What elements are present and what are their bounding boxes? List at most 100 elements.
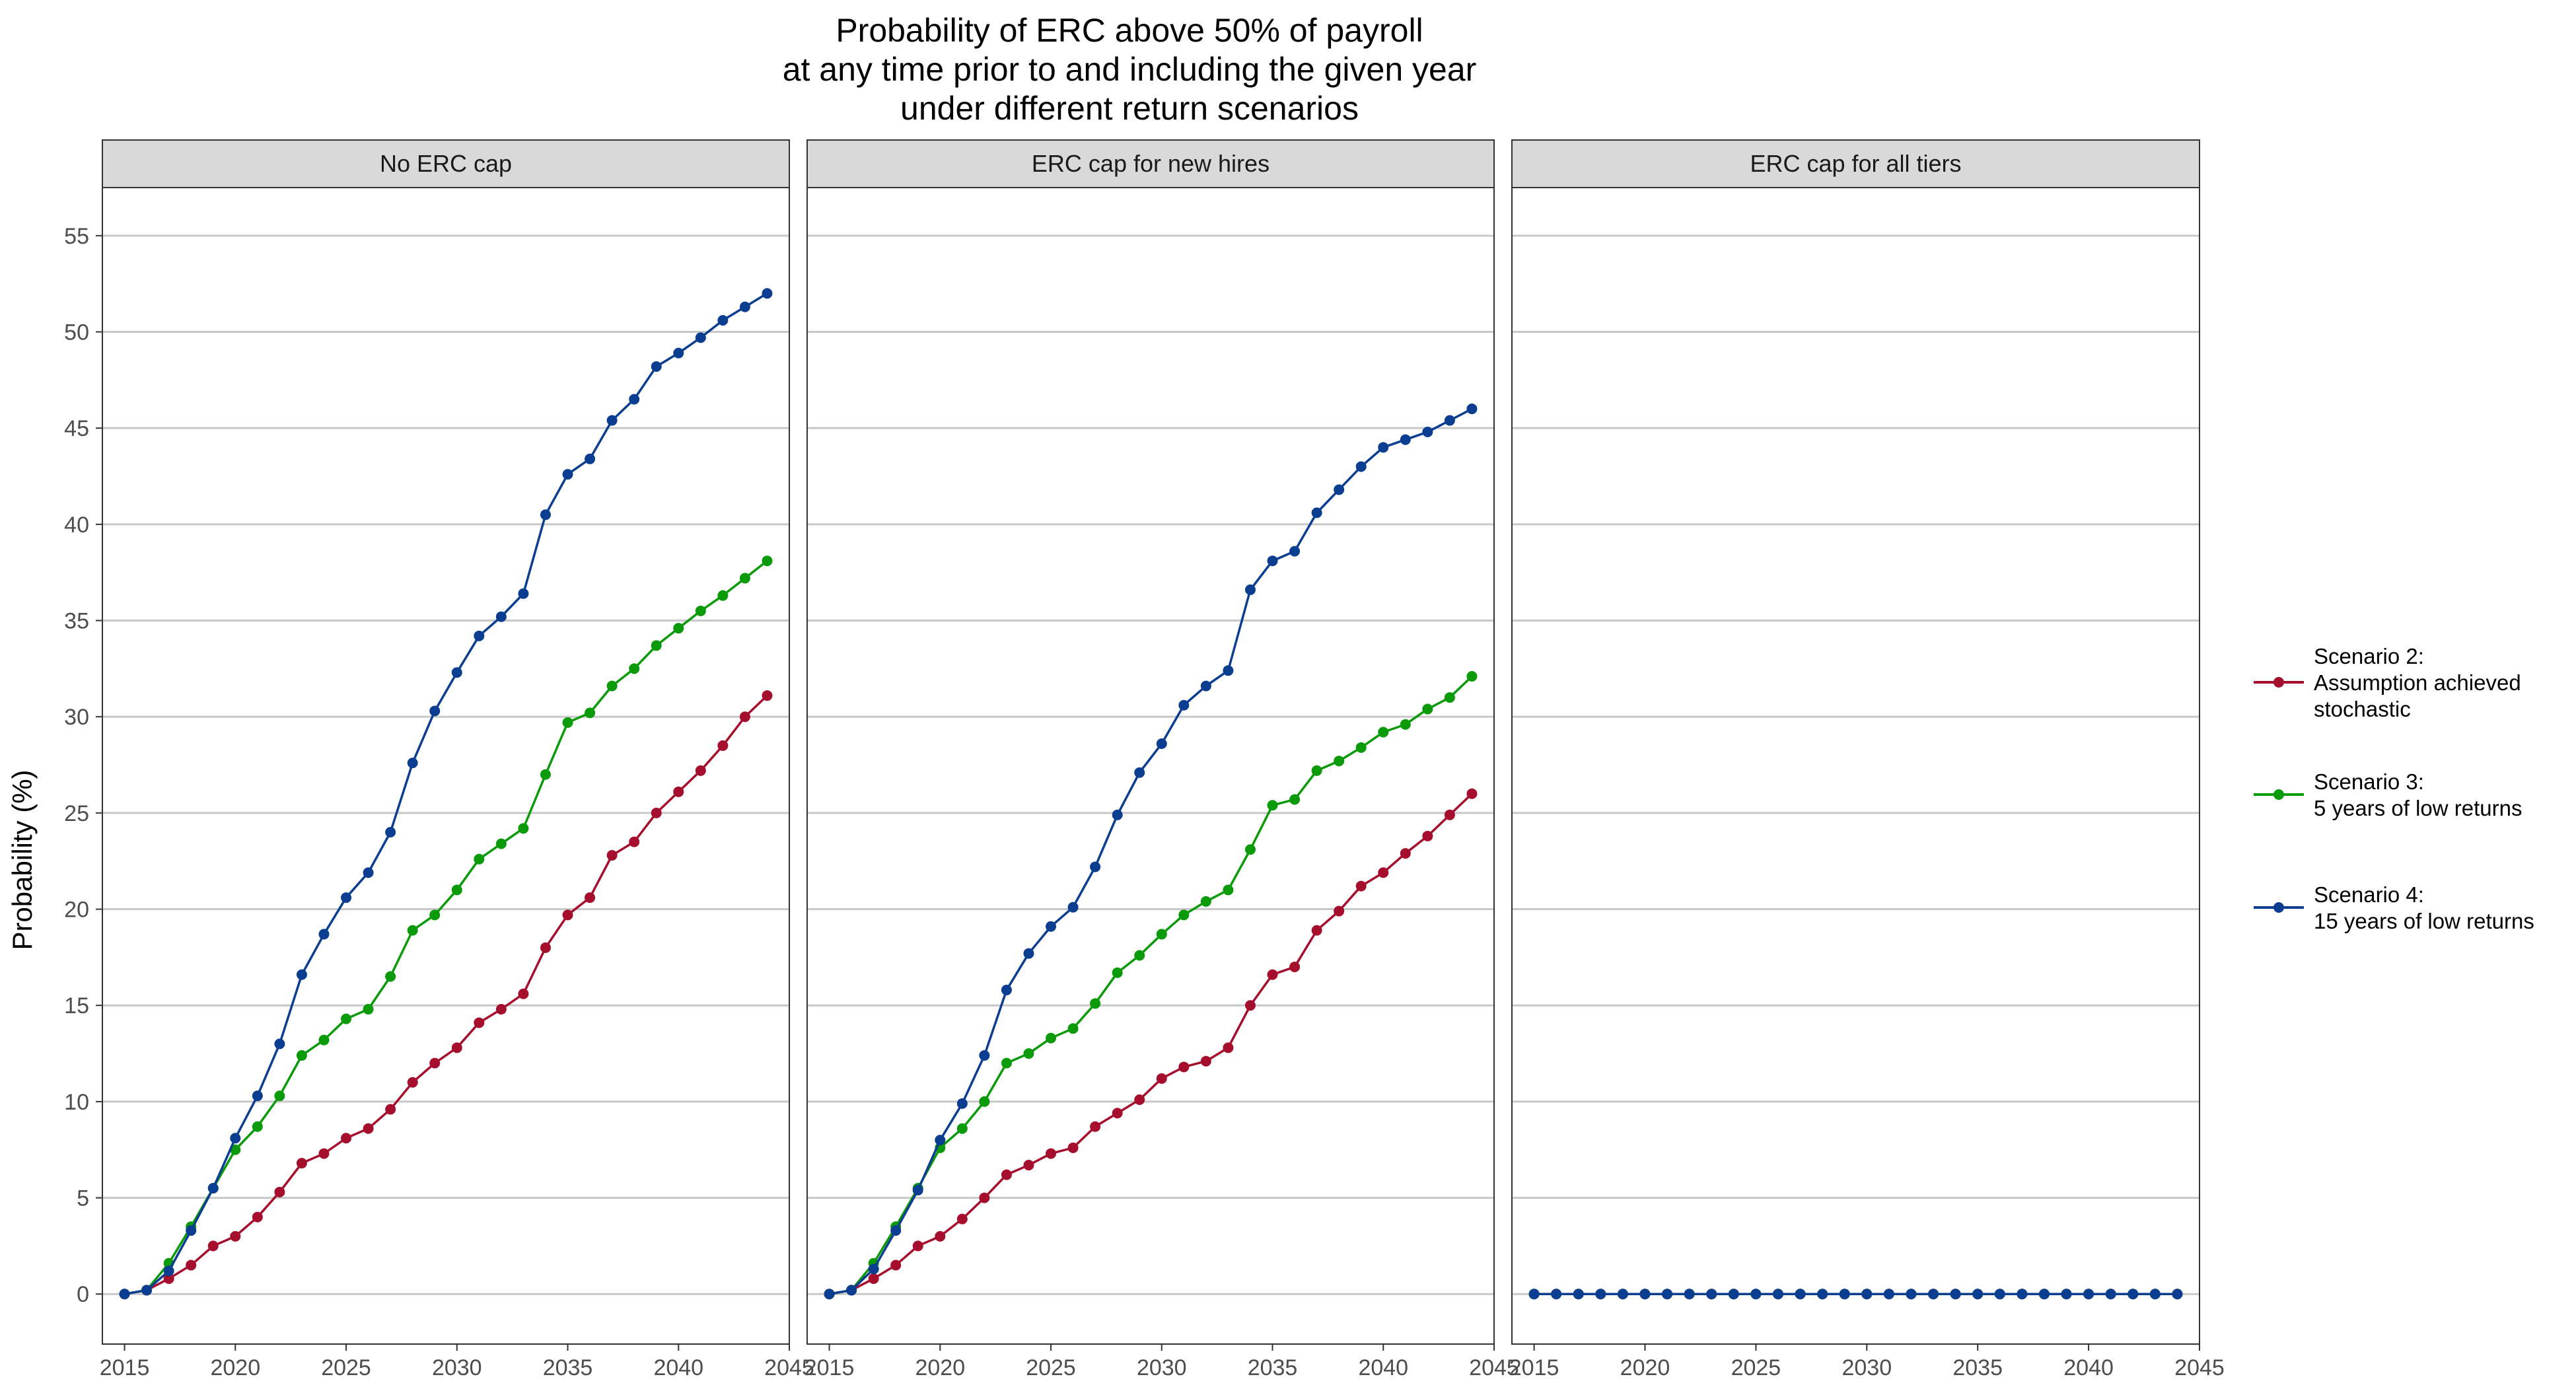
data-point [230, 1133, 241, 1144]
data-point [2017, 1289, 2028, 1300]
data-point [1444, 692, 1455, 703]
data-point [1750, 1289, 1762, 1300]
data-point [1134, 1094, 1145, 1105]
y-tick-label: 0 [77, 1282, 89, 1307]
data-point [495, 611, 507, 622]
data-point [1422, 427, 1433, 438]
panel-border [1511, 187, 2200, 1345]
data-point [1334, 756, 1345, 767]
x-tick-label: 2040 [653, 1355, 703, 1380]
data-point [1267, 969, 1278, 980]
data-point [495, 1004, 507, 1015]
data-point [651, 807, 662, 818]
data-point [935, 1135, 946, 1146]
series-s2 [119, 690, 773, 1300]
panel-2: ERC cap for new hires 2015 2020 2025 2030 203… [805, 139, 1519, 1380]
y-tick-label: 45 [64, 416, 89, 441]
y-tick-label: 50 [64, 320, 89, 345]
data-point [1400, 848, 1411, 859]
data-point [363, 1123, 374, 1134]
series-line [124, 559, 768, 1295]
y-tick-label: 55 [64, 224, 89, 249]
facet-strip [102, 139, 790, 188]
chart-title-line-1: Probability of ERC above 50% of payroll [836, 12, 1423, 49]
data-point [1223, 1042, 1234, 1053]
data-point [1772, 1289, 1783, 1300]
data-point [451, 1042, 462, 1053]
series-line [829, 793, 1473, 1295]
data-point [1639, 1289, 1651, 1300]
y-tick-label: 20 [64, 898, 89, 923]
data-point [695, 765, 706, 776]
data-point [1289, 546, 1301, 557]
data-point [318, 1034, 330, 1046]
data-point [1067, 902, 1079, 913]
chart-title-line-3: under different return scenarios [900, 90, 1359, 127]
data-point [868, 1263, 879, 1275]
data-point [341, 1013, 352, 1024]
data-point [1112, 1108, 1123, 1119]
data-point [1617, 1289, 1628, 1300]
data-point [629, 394, 640, 405]
data-point [1311, 507, 1322, 518]
data-point [890, 1225, 902, 1236]
data-point [141, 1285, 153, 1296]
data-point [868, 1273, 879, 1284]
legend-label: Scenario 2: [2314, 644, 2424, 668]
data-point [979, 1096, 990, 1107]
x-tick-label: 2035 [1248, 1355, 1298, 1380]
data-point [739, 301, 750, 312]
series-line [829, 675, 1473, 1295]
data-point [1046, 921, 1057, 932]
data-point [540, 769, 551, 780]
facet-strip-label: No ERC cap [380, 150, 512, 177]
legend-label: stochastic [2314, 697, 2411, 721]
data-point [1378, 442, 1389, 453]
x-tick-label: 2030 [432, 1355, 482, 1380]
data-point [407, 758, 418, 769]
data-point [252, 1211, 263, 1223]
data-point [1001, 1169, 1012, 1180]
data-point [762, 690, 773, 701]
x-tick-label: 2025 [321, 1355, 371, 1380]
y-axis-title: Probability (%) [7, 769, 38, 950]
data-point [1090, 861, 1101, 872]
data-point [318, 1148, 330, 1159]
data-point [474, 1017, 485, 1028]
data-point [1400, 434, 1411, 445]
data-point [606, 415, 618, 426]
x-tick-label: 2040 [2063, 1355, 2114, 1380]
legend-entry-s3: Scenario 3:5 years of low returns [2254, 769, 2522, 820]
x-tick-label: 2035 [543, 1355, 593, 1380]
data-point [1972, 1289, 1984, 1300]
data-point [1839, 1289, 1850, 1300]
data-point [1001, 1057, 1012, 1069]
data-point [739, 573, 750, 584]
data-point [296, 1049, 307, 1061]
data-point [407, 925, 418, 936]
data-point [274, 1090, 285, 1102]
data-point [1178, 1061, 1190, 1073]
data-point [1444, 809, 1455, 820]
data-point [717, 590, 729, 601]
x-tick-label: 2015 [805, 1355, 855, 1380]
data-point [1200, 1055, 1211, 1067]
data-point [673, 623, 684, 634]
data-point [956, 1098, 968, 1109]
y-tick-label: 10 [64, 1090, 89, 1115]
data-point [429, 909, 441, 921]
data-point [1134, 767, 1145, 778]
y-tick-label: 30 [64, 705, 89, 730]
y-tick-label: 35 [64, 609, 89, 634]
data-point [585, 453, 596, 464]
data-point [1090, 998, 1101, 1009]
data-point [1466, 404, 1478, 415]
data-point [1046, 1148, 1057, 1159]
data-point [363, 1004, 374, 1015]
data-point [562, 909, 573, 921]
data-point [2128, 1289, 2139, 1300]
x-tick-label: 2030 [1137, 1355, 1187, 1380]
